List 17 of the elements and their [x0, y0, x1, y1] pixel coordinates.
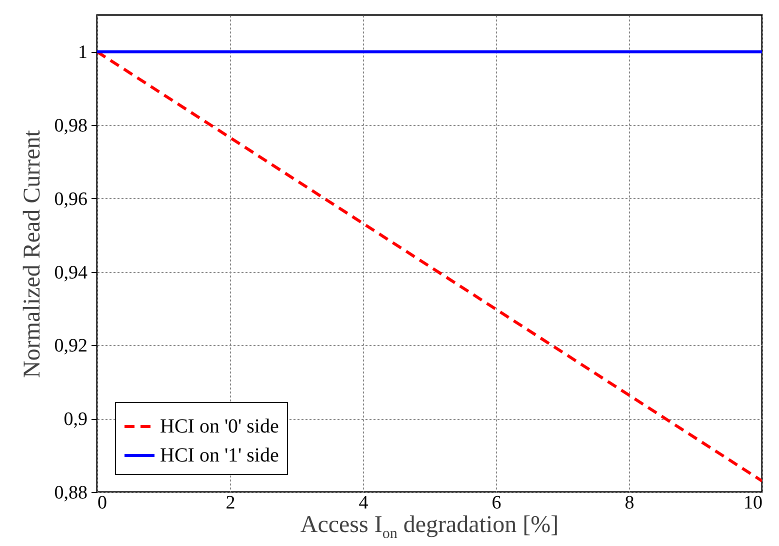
x-tick-label: 2 [226, 492, 236, 514]
x-tick-label: 10 [744, 492, 762, 514]
legend-label: HCI on '1' side [160, 444, 279, 466]
y-tick-label: 0,96 [54, 188, 88, 210]
y-tick-label: 0,94 [54, 262, 88, 284]
x-tick-label: 0 [98, 492, 107, 514]
y-tick-label: 0,98 [54, 116, 88, 137]
x-axis-title: Access I$_{on}$ degradation [%] [299, 512, 560, 543]
y-tick-label: 0,92 [54, 336, 88, 357]
y-tick-label: 0,88 [54, 482, 88, 504]
x-tick-label: 4 [358, 492, 369, 514]
y-axis-title: Normalized Read Current [19, 130, 46, 378]
y-tick-label: 1 [78, 42, 88, 64]
x-tick-label: 6 [492, 492, 502, 514]
legend-label: HCI on '0' side [160, 416, 279, 438]
x-tick-label: 8 [624, 492, 634, 514]
y-tick-label: 0,9 [64, 409, 88, 430]
